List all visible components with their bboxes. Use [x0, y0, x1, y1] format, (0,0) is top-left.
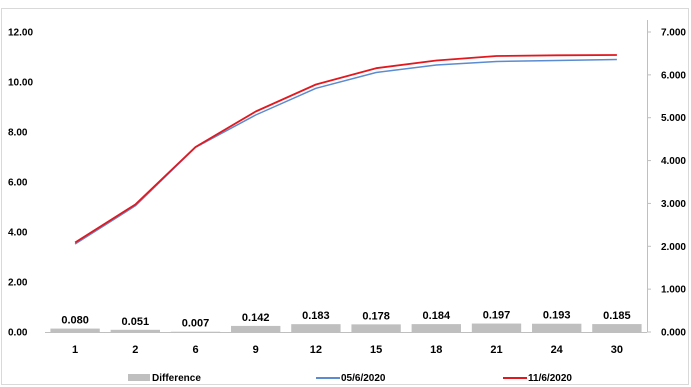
difference-bar	[110, 329, 160, 332]
right-axis: 0.000 1.000 2.000 3.000 4.000 5.000 6.000 7.000	[647, 28, 686, 339]
x-tick-label: 6	[192, 344, 198, 356]
y-left-tick-label: 10.00	[8, 78, 33, 89]
x-tick-label: 9	[253, 344, 259, 356]
difference-bar	[291, 324, 341, 332]
y-left-tick-label: 0.00	[8, 328, 28, 339]
x-tick-label: 21	[490, 344, 502, 356]
y-left-tick-label: 12.00	[8, 28, 33, 39]
y-right-tick-label: 2.000	[661, 242, 686, 253]
difference-data-label: 0.051	[122, 316, 150, 328]
difference-bar	[592, 324, 642, 332]
difference-data-label: 0.185	[603, 310, 631, 322]
line-series	[74, 54, 617, 245]
x-tick-label: 1	[72, 344, 78, 356]
x-tick-label: 12	[310, 344, 322, 356]
difference-bar	[50, 328, 100, 332]
difference-bar	[411, 324, 461, 332]
legend-label-11-6-2020: 11/6/2020	[528, 373, 572, 384]
legend-label-05-6-2020: 05/6/2020	[341, 373, 386, 384]
x-axis: 1 2 6 9 12 15 18 21 24 30	[72, 344, 623, 356]
legend-label-difference: Difference	[152, 373, 201, 384]
left-axis: 0.00 2.00 4.00 6.00 8.00 10.00 12.00	[8, 28, 33, 339]
difference-data-label: 0.007	[182, 318, 210, 330]
x-tick-label: 30	[611, 344, 623, 356]
x-tick-label: 18	[430, 344, 442, 356]
x-tick-label: 2	[132, 344, 138, 356]
difference-data-label: 0.183	[302, 310, 330, 322]
difference-data-label: 0.142	[242, 312, 270, 324]
difference-data-label: 0.197	[483, 310, 511, 322]
bar-data-labels: 0.080 0.051 0.007 0.142 0.183 0.178 0.184 0.197…	[61, 310, 630, 330]
difference-bar	[532, 323, 582, 332]
legend: Difference 05/6/2020 11/6/2020	[128, 373, 572, 384]
difference-data-label: 0.178	[362, 310, 390, 322]
difference-data-label: 0.080	[61, 315, 89, 327]
y-right-tick-label: 0.000	[661, 328, 686, 339]
y-left-tick-label: 6.00	[8, 178, 28, 189]
y-right-tick-label: 7.000	[661, 28, 686, 39]
bar-series	[50, 323, 642, 333]
y-right-tick-label: 1.000	[661, 285, 686, 296]
difference-data-label: 0.193	[543, 310, 571, 322]
difference-bar	[170, 331, 221, 333]
difference-data-label: 0.184	[423, 310, 451, 322]
difference-bar	[351, 324, 401, 332]
y-right-tick-label: 6.000	[661, 70, 686, 81]
chart-border	[1, 8, 689, 385]
x-tick-label: 24	[551, 344, 564, 356]
y-left-tick-label: 8.00	[8, 128, 28, 139]
legend-swatch-difference	[128, 374, 150, 381]
y-right-tick-label: 4.000	[661, 156, 686, 167]
difference-bar	[231, 325, 281, 332]
y-left-tick-label: 2.00	[8, 278, 28, 289]
y-left-tick-label: 4.00	[8, 228, 28, 239]
line-series-2	[74, 54, 617, 244]
difference-bar	[471, 323, 522, 332]
y-right-tick-label: 3.000	[661, 199, 686, 210]
y-right-tick-label: 5.000	[661, 113, 686, 124]
x-tick-label: 15	[370, 344, 382, 356]
